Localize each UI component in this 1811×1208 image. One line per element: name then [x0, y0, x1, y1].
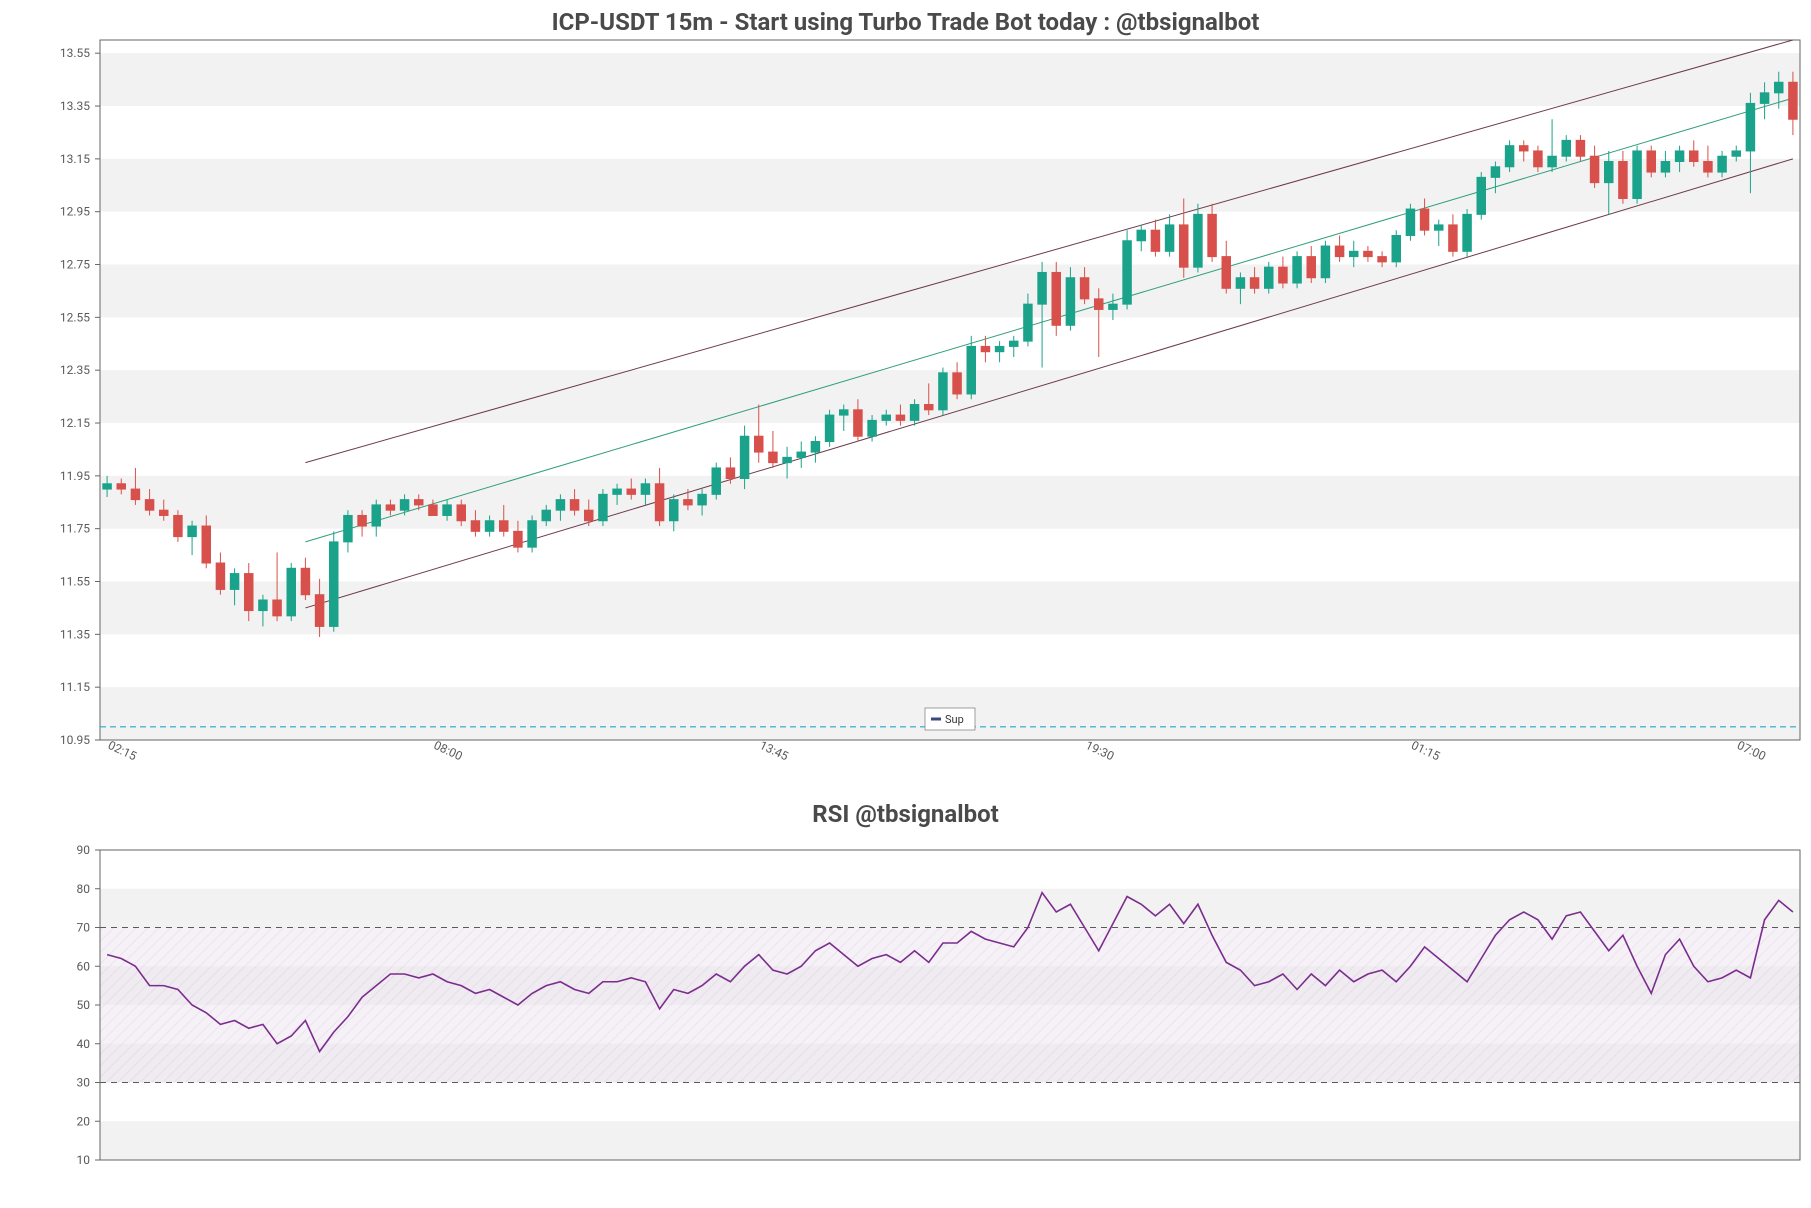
- svg-text:01:15: 01:15: [1409, 738, 1442, 763]
- svg-text:11.75: 11.75: [60, 522, 90, 536]
- svg-text:30: 30: [77, 1076, 91, 1090]
- svg-text:80: 80: [77, 882, 91, 896]
- svg-text:13.35: 13.35: [60, 99, 90, 113]
- svg-text:12.35: 12.35: [60, 363, 90, 377]
- svg-text:40: 40: [77, 1037, 91, 1051]
- svg-text:90: 90: [77, 843, 91, 857]
- svg-text:20: 20: [77, 1114, 91, 1128]
- svg-text:11.15: 11.15: [60, 680, 90, 694]
- svg-text:13.55: 13.55: [60, 46, 90, 60]
- svg-text:12.15: 12.15: [60, 416, 90, 430]
- svg-text:10.95: 10.95: [60, 733, 90, 747]
- svg-text:11.55: 11.55: [60, 575, 90, 589]
- svg-text:70: 70: [77, 921, 91, 935]
- svg-text:12.55: 12.55: [60, 310, 90, 324]
- svg-text:08:00: 08:00: [432, 738, 465, 763]
- svg-text:11.95: 11.95: [60, 469, 90, 483]
- svg-text:60: 60: [77, 959, 91, 973]
- svg-text:10: 10: [77, 1153, 91, 1167]
- svg-text:11.35: 11.35: [60, 627, 90, 641]
- svg-text:13.15: 13.15: [60, 152, 90, 166]
- chart-canvas: 10.95 11.15 11.35 11.55 11.75 11.95 12.15 12.35…: [0, 0, 1811, 1208]
- svg-text:13:45: 13:45: [757, 738, 790, 763]
- svg-text:12.95: 12.95: [60, 205, 90, 219]
- svg-text:12.75: 12.75: [60, 258, 90, 272]
- svg-text:50: 50: [77, 998, 91, 1012]
- svg-text:Sup: Sup: [945, 713, 964, 726]
- svg-text:02:15: 02:15: [106, 738, 139, 763]
- svg-text:07:00: 07:00: [1735, 738, 1768, 763]
- svg-text:19:30: 19:30: [1083, 738, 1116, 763]
